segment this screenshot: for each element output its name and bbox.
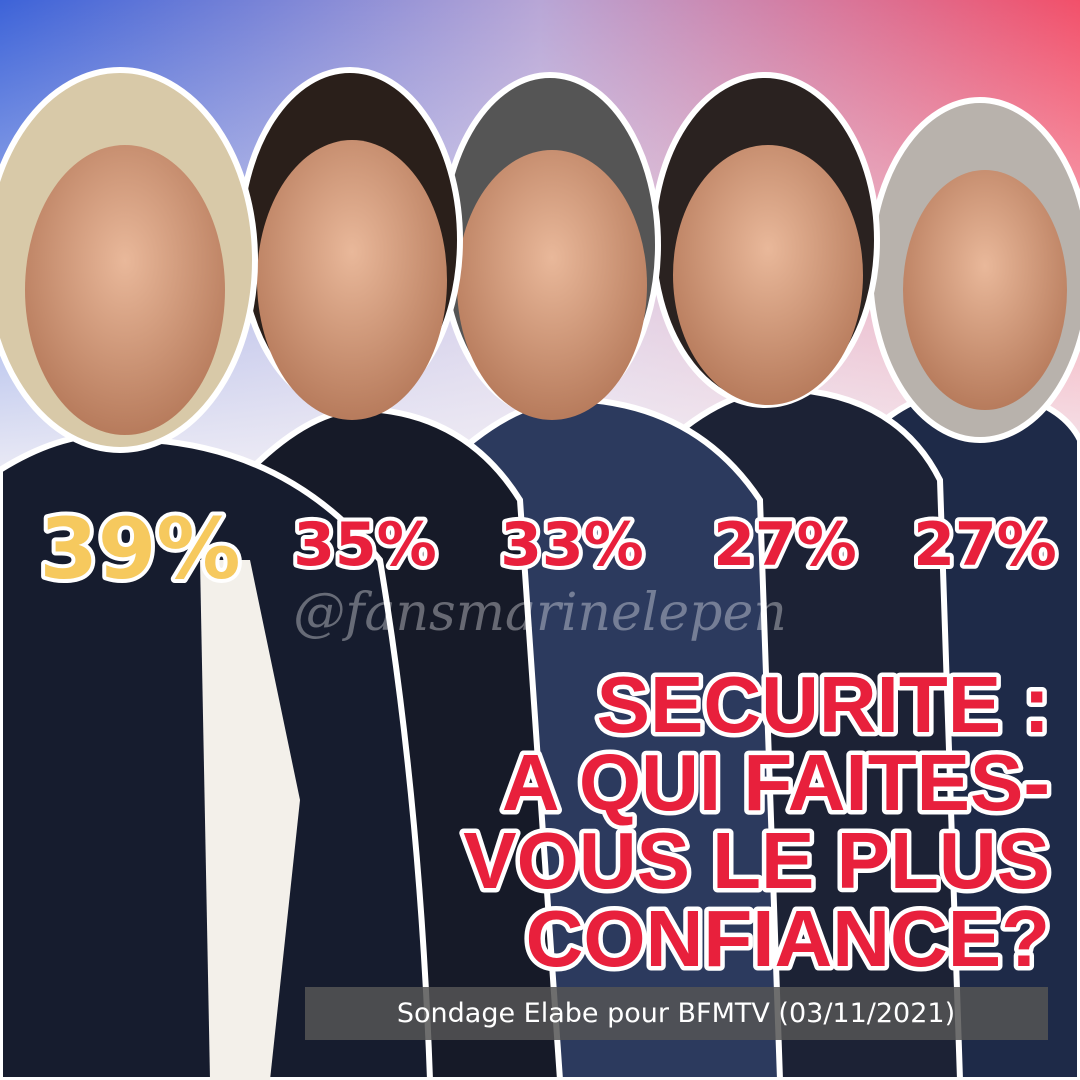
score: 27% [913,510,1057,580]
title-line: SECURITE : [597,660,1050,749]
scores: 39% 35% 33% 27% 27% [35,496,1060,602]
score: 33% [500,510,644,580]
title: SECURITE :A QUI FAITES-VOUS LE PLUSCONFI… [459,656,1055,988]
title-line: CONFIANCE? [526,894,1050,983]
score: 39% [39,500,240,598]
watermark: @fansmarinelepen [293,583,786,643]
title-line: VOUS LE PLUS [463,816,1050,905]
title-line: A QUI FAITES- [502,738,1050,827]
score: 27% [713,510,857,580]
source: Sondage Elabe pour BFMTV (03/11/2021) [397,998,955,1029]
person [0,67,434,1080]
source-box [305,987,1048,1040]
score: 35% [293,510,437,580]
